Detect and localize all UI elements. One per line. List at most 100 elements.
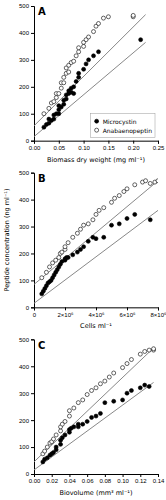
tick-label: 0.05 bbox=[53, 145, 65, 151]
point bbox=[86, 239, 90, 243]
tick-label: 0.10 bbox=[117, 478, 129, 484]
tick: 0.10 bbox=[117, 474, 129, 484]
regression-line bbox=[34, 42, 146, 136]
point bbox=[92, 54, 96, 58]
point bbox=[156, 179, 158, 183]
point bbox=[117, 194, 121, 198]
point bbox=[59, 86, 63, 90]
point bbox=[63, 419, 67, 423]
point bbox=[72, 406, 76, 410]
point bbox=[112, 399, 116, 403]
tick-mark bbox=[69, 474, 70, 477]
tick-label: 400 bbox=[19, 197, 30, 203]
tick: 0.20 bbox=[128, 141, 140, 151]
series bbox=[42, 13, 135, 115]
tick-label: 400 bbox=[19, 30, 30, 36]
tick: 0.05 bbox=[53, 141, 65, 151]
point bbox=[77, 46, 81, 50]
legend-label: Microcystin bbox=[103, 118, 137, 126]
point bbox=[121, 366, 125, 370]
tick-label: 500 bbox=[19, 170, 30, 176]
tick: 0.15 bbox=[103, 141, 115, 151]
tick-label: 400 bbox=[19, 364, 30, 370]
plot-area bbox=[34, 347, 156, 470]
panel-label: C bbox=[38, 340, 45, 351]
tick: 0.04 bbox=[64, 474, 76, 484]
point bbox=[71, 253, 75, 257]
point bbox=[54, 445, 58, 449]
tick: 0.25 bbox=[153, 141, 165, 151]
tick-mark bbox=[65, 307, 66, 310]
y-axis: 0100200300400500 bbox=[19, 3, 35, 144]
point bbox=[59, 442, 63, 446]
tick: 300 bbox=[19, 224, 34, 230]
point bbox=[67, 409, 71, 413]
tick: 100 bbox=[19, 278, 34, 284]
tick-mark bbox=[31, 60, 34, 61]
x-axis: 02×10⁶4×10⁶6×10⁶8×10⁶ bbox=[33, 307, 166, 317]
regression-line bbox=[34, 348, 154, 462]
tick-mark bbox=[123, 474, 124, 477]
point bbox=[48, 265, 52, 269]
tick: 0.14 bbox=[153, 474, 165, 484]
tick-label: 6×10⁶ bbox=[120, 312, 137, 318]
tick: 8×10⁶ bbox=[151, 307, 166, 317]
point bbox=[143, 383, 147, 387]
legend-label: Anabaenopeptin bbox=[103, 127, 153, 135]
tick: 500 bbox=[19, 337, 34, 343]
tick: 0.00 bbox=[29, 474, 41, 484]
point bbox=[44, 270, 48, 274]
point bbox=[74, 79, 78, 83]
point bbox=[75, 231, 79, 235]
point bbox=[62, 81, 66, 85]
point bbox=[67, 414, 71, 418]
point bbox=[59, 429, 63, 433]
tick-mark bbox=[133, 141, 134, 144]
tick: 0 bbox=[33, 307, 37, 317]
x-axis: 0.000.050.100.150.200.25 bbox=[29, 141, 165, 151]
tick-label: 0.08 bbox=[100, 478, 112, 484]
point bbox=[85, 393, 89, 397]
point bbox=[125, 216, 129, 220]
point bbox=[52, 117, 56, 121]
tick-label: 0.25 bbox=[153, 145, 165, 151]
regression-line bbox=[34, 181, 158, 285]
legend-swatch bbox=[95, 119, 99, 123]
legend-box bbox=[91, 114, 155, 138]
tick: 6×10⁶ bbox=[120, 307, 137, 317]
tick-label: 0 bbox=[26, 305, 30, 311]
point bbox=[63, 433, 67, 437]
point bbox=[96, 50, 100, 54]
point bbox=[76, 422, 80, 426]
point bbox=[94, 212, 98, 216]
point bbox=[125, 391, 129, 395]
point bbox=[90, 389, 94, 393]
point bbox=[102, 235, 106, 239]
tick-label: 0 bbox=[33, 312, 37, 318]
series bbox=[41, 383, 151, 464]
point bbox=[85, 419, 89, 423]
legend: MicrocystinAnabaenopeptin bbox=[91, 114, 155, 138]
tick-label: 0.12 bbox=[135, 478, 147, 484]
point bbox=[43, 449, 47, 453]
point bbox=[84, 62, 88, 66]
point bbox=[96, 22, 100, 26]
tick-mark bbox=[31, 366, 34, 367]
tick-label: 200 bbox=[19, 251, 30, 257]
tick-mark bbox=[158, 474, 159, 477]
point bbox=[91, 218, 95, 222]
tick: 0 bbox=[26, 305, 34, 311]
point bbox=[57, 112, 61, 116]
tick-label: 0.06 bbox=[82, 478, 94, 484]
tick: 100 bbox=[19, 444, 34, 450]
tick: 300 bbox=[19, 391, 34, 397]
axis-line bbox=[35, 308, 159, 311]
tick-mark bbox=[31, 447, 34, 448]
point bbox=[47, 106, 51, 110]
point bbox=[101, 16, 105, 20]
plot-area bbox=[34, 179, 158, 304]
point bbox=[113, 196, 117, 200]
tick: 4×10⁶ bbox=[89, 307, 106, 317]
panel: 02×10⁶4×10⁶6×10⁶8×10⁶0100200300400500BCe… bbox=[3, 170, 166, 330]
series bbox=[40, 179, 158, 280]
